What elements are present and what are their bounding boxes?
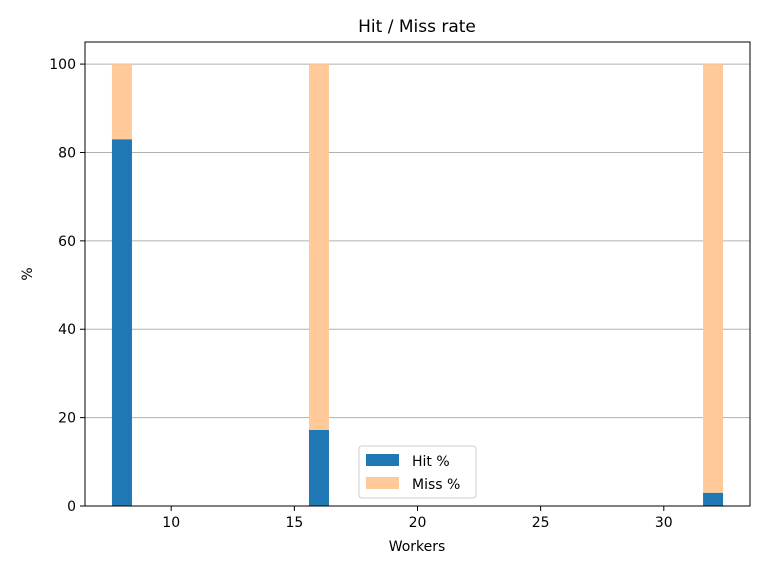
miss-bar-8 [111,64,132,140]
y-tick-label: 40 [58,322,76,338]
x-tick-label: 15 [285,515,303,531]
hit-bar-8 [111,139,132,506]
y-tick-label: 80 [58,145,76,161]
x-tick-label: 30 [655,515,673,531]
y-tick-label: 60 [58,234,76,250]
axes-layer: 10 15 20 25 30 0 20 40 60 80 100 [49,41,751,531]
x-tick-label: 25 [532,515,550,531]
x-tick-label: 20 [409,515,427,531]
miss-legend-label: Miss % [412,477,460,493]
y-tick-label: 100 [49,57,76,73]
x-axis-label: Workers [389,539,446,555]
legend: Hit % Miss % [358,445,477,499]
chart-title: Hit / Miss rate [358,17,476,37]
hit-bar-32 [703,492,724,506]
miss-bar-16 [308,64,329,430]
plot-frame [84,41,751,507]
x-tick-label: 10 [162,515,180,531]
y-axis-label: % [20,267,36,280]
hit-legend-swatch [366,454,399,466]
bars-layer [111,64,724,506]
hit-bar-16 [308,429,329,506]
y-tick-label: 20 [58,411,76,427]
miss-bar-32 [703,64,724,493]
miss-legend-swatch [366,477,399,489]
grid-layer [85,63,750,419]
y-tick-label: 0 [67,499,76,515]
hit-legend-label: Hit % [412,454,450,470]
